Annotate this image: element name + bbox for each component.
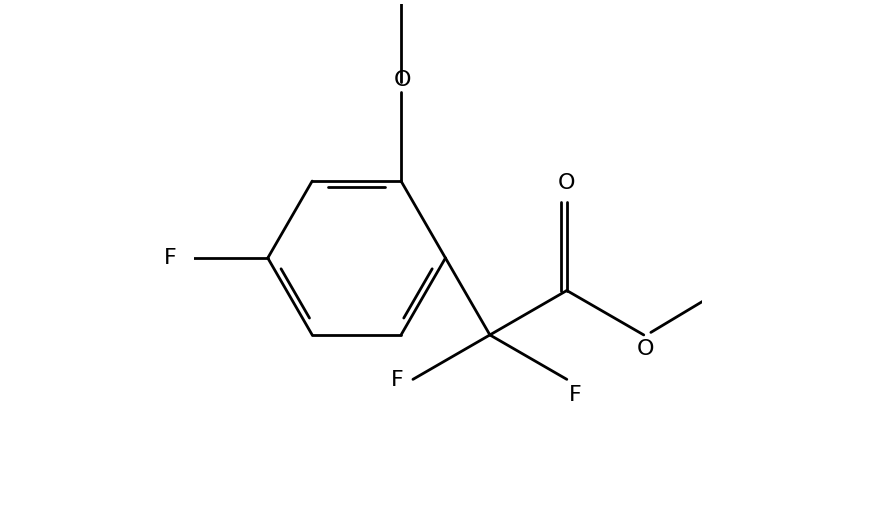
Text: F: F [391, 370, 404, 391]
Text: F: F [164, 248, 177, 268]
Text: O: O [558, 172, 575, 192]
Text: F: F [569, 385, 582, 406]
Text: O: O [636, 339, 654, 359]
Text: O: O [394, 70, 411, 90]
